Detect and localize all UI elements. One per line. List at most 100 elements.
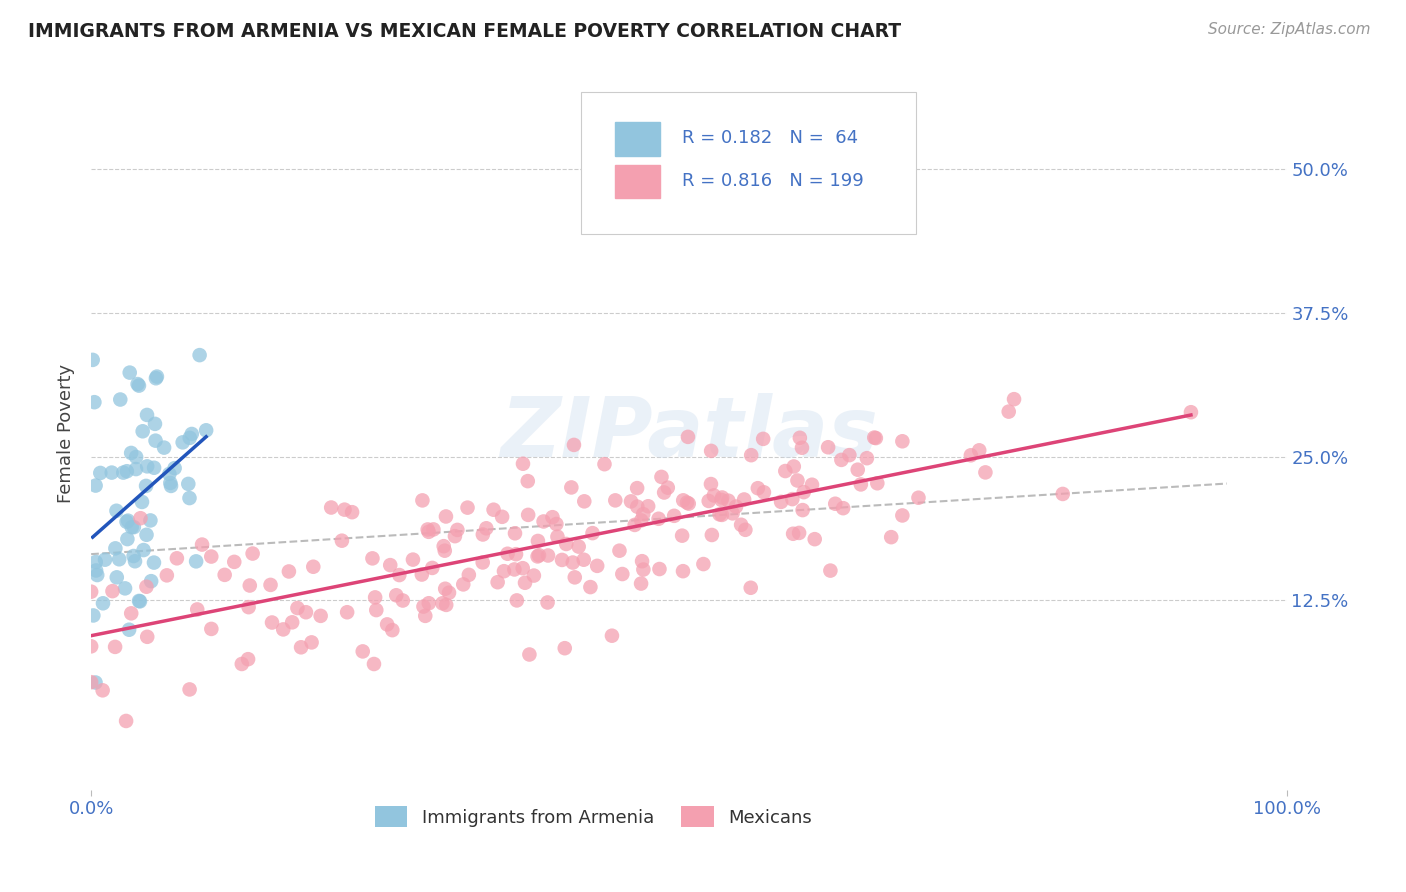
Point (710, 508, 733, 522)
Point (188, 348, 211, 362)
Point (418, 524, 440, 539)
Point (117, 532, 139, 546)
Point (444, 529, 467, 543)
Point (115, 515, 138, 529)
Point (179, 491, 201, 505)
Point (340, 505, 363, 519)
Point (486, 575, 509, 590)
Point (381, 623, 404, 637)
Point (166, 551, 188, 566)
FancyBboxPatch shape (581, 92, 915, 235)
Point (191, 538, 214, 552)
Point (505, 547, 527, 561)
Point (581, 526, 603, 541)
Point (451, 577, 474, 591)
Point (184, 554, 207, 568)
Point (790, 441, 813, 455)
Point (630, 576, 652, 591)
Point (309, 608, 332, 623)
Point (846, 463, 869, 477)
Point (195, 423, 218, 437)
Point (117, 514, 139, 528)
Point (260, 615, 283, 630)
Point (239, 578, 262, 592)
Point (115, 714, 138, 728)
Point (724, 500, 747, 514)
Point (506, 593, 529, 607)
Point (623, 517, 645, 532)
Point (336, 605, 359, 619)
Point (179, 431, 201, 445)
Point (385, 588, 408, 602)
Point (523, 568, 546, 582)
Point (157, 467, 180, 481)
Point (676, 495, 699, 509)
Point (375, 617, 398, 632)
Point (434, 509, 457, 524)
Point (801, 477, 824, 491)
Point (792, 503, 814, 517)
Point (302, 559, 325, 574)
Point (633, 563, 655, 577)
Point (143, 556, 166, 570)
Point (84, 555, 107, 569)
Point (321, 500, 343, 515)
Point (416, 523, 439, 537)
Text: R = 0.816   N = 199: R = 0.816 N = 199 (682, 172, 863, 190)
Point (672, 564, 695, 578)
Point (160, 479, 183, 493)
Point (200, 622, 222, 636)
Point (114, 582, 136, 596)
Point (891, 434, 914, 449)
FancyBboxPatch shape (614, 165, 661, 198)
Point (856, 451, 879, 466)
Point (89, 466, 111, 480)
Point (122, 549, 145, 563)
Point (80, 640, 103, 654)
Point (457, 500, 479, 515)
Legend: Immigrants from Armenia, Mexicans: Immigrants from Armenia, Mexicans (367, 799, 818, 834)
Point (1052, 487, 1074, 501)
Point (301, 635, 323, 649)
Point (832, 501, 855, 516)
Point (671, 529, 693, 543)
Point (626, 500, 648, 514)
Point (131, 425, 153, 439)
Point (80, 584, 103, 599)
Point (697, 494, 720, 508)
Point (186, 602, 208, 616)
Point (630, 513, 652, 527)
Point (129, 511, 152, 525)
Point (86, 568, 108, 582)
Point (865, 431, 887, 445)
Point (516, 474, 538, 488)
Point (546, 516, 568, 531)
Point (231, 657, 253, 671)
Point (179, 682, 201, 697)
Point (120, 607, 142, 621)
Point (82, 608, 104, 623)
Point (626, 481, 648, 495)
Point (541, 510, 564, 524)
Point (132, 543, 155, 558)
Point (121, 520, 143, 534)
Point (434, 582, 457, 596)
Point (422, 523, 444, 537)
Point (127, 377, 149, 392)
Point (136, 459, 159, 474)
Point (863, 431, 886, 445)
Point (692, 557, 714, 571)
Point (136, 408, 159, 422)
Point (1002, 392, 1025, 406)
Point (277, 565, 299, 579)
Point (287, 601, 309, 615)
Point (612, 567, 634, 582)
Point (101, 584, 124, 599)
Point (242, 547, 264, 561)
Point (145, 434, 167, 448)
Point (568, 540, 591, 554)
Point (446, 523, 468, 537)
Point (143, 460, 166, 475)
Point (100, 466, 122, 480)
Point (787, 525, 810, 540)
